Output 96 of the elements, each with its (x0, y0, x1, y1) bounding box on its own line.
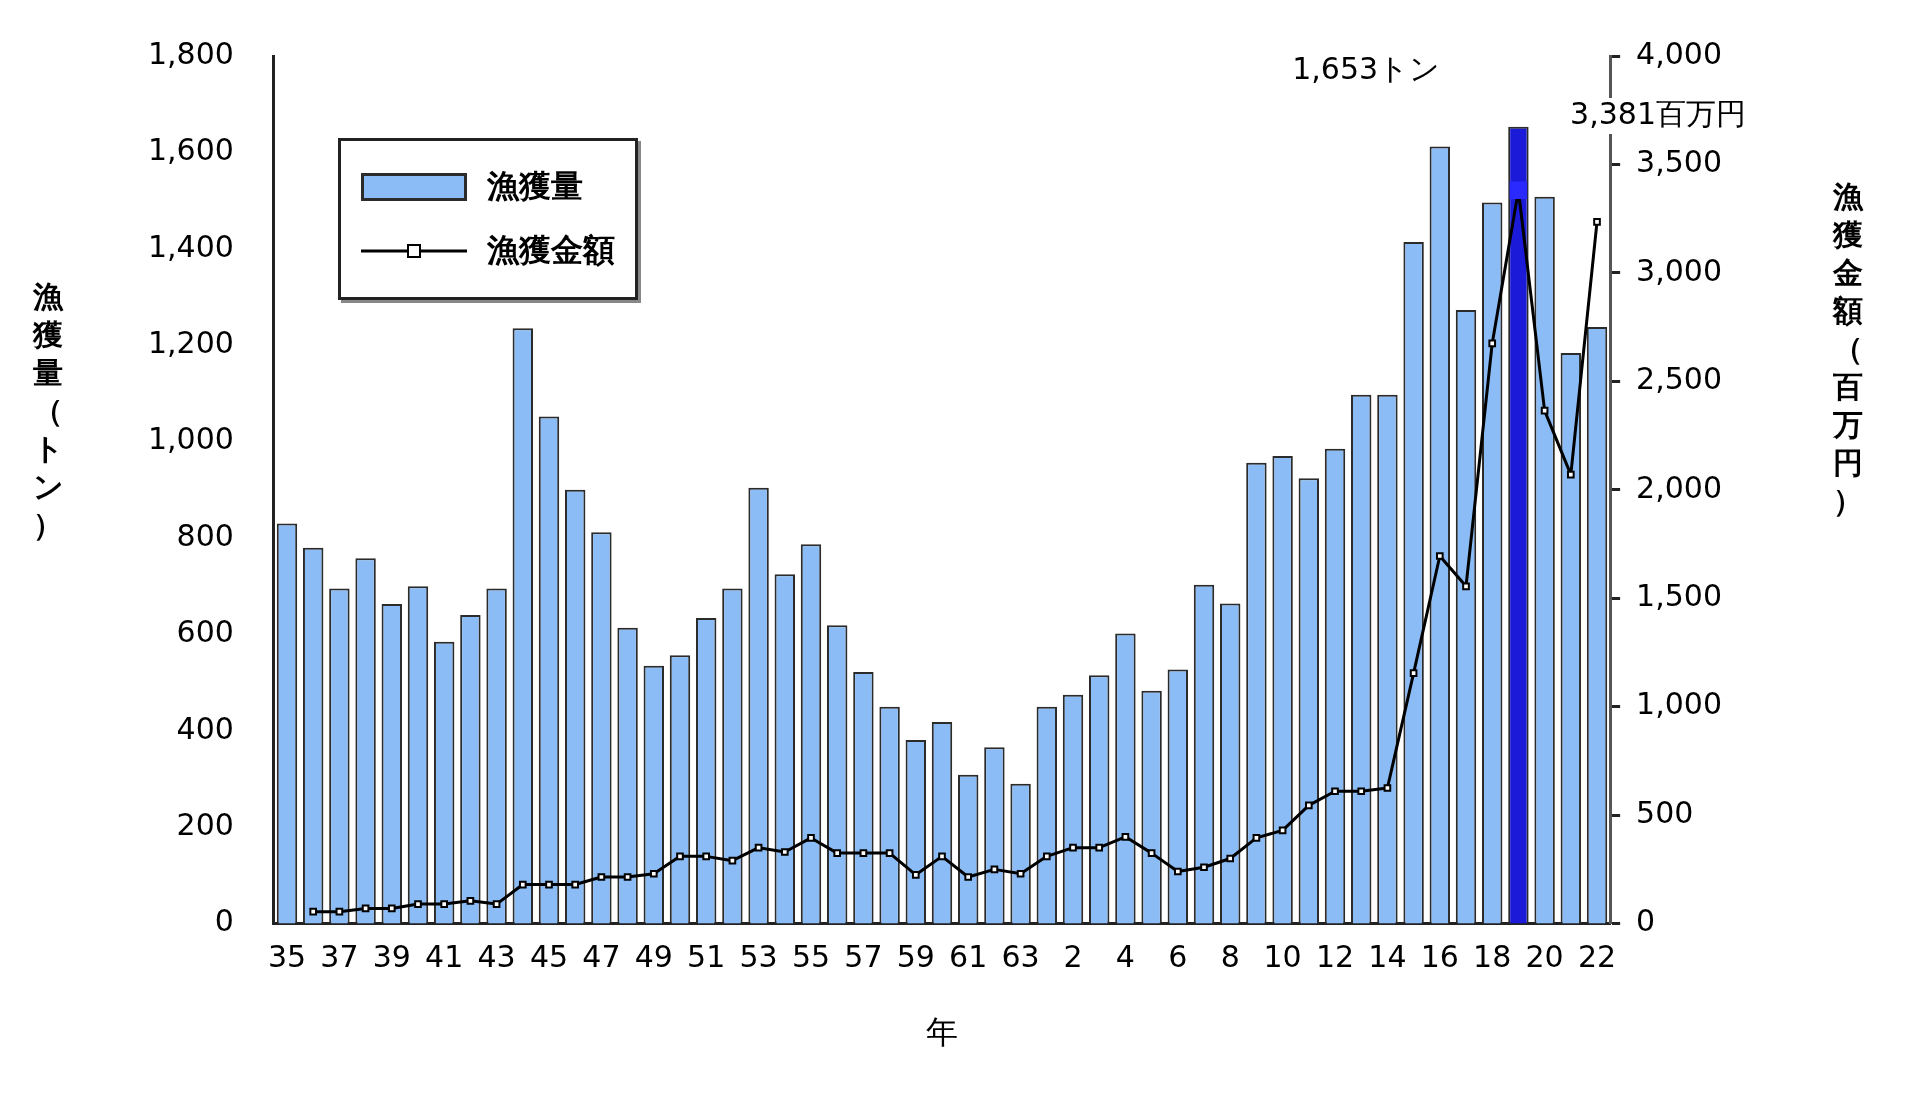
point (1304, 801, 1313, 810)
y2-tick-label: 500 (1636, 794, 1694, 830)
point (1409, 669, 1418, 677)
point (1226, 854, 1235, 863)
x-tick-label: 49 (634, 939, 673, 975)
point (309, 907, 318, 916)
point (518, 880, 527, 889)
x-tick-label: 51 (687, 939, 726, 975)
point (1173, 867, 1182, 876)
y2-tick-label: 4,000 (1636, 35, 1723, 71)
y-tick-label: 400 (176, 710, 234, 746)
point (440, 900, 449, 908)
y-tick-label: 1,800 (147, 35, 234, 71)
y2-tick-label: 3,500 (1636, 144, 1723, 180)
point (466, 897, 475, 905)
x-tick-label: 57 (844, 939, 883, 975)
x-tick-label: 61 (949, 939, 988, 975)
x-tick-label: 6 (1168, 939, 1188, 975)
point (859, 849, 868, 857)
point (387, 904, 396, 913)
x-tick-label: 43 (477, 939, 516, 975)
point (571, 880, 580, 889)
x-tick-label: 2 (1063, 939, 1083, 975)
point (1200, 863, 1208, 872)
y-axis-title: 漁獲量（トン） (31, 278, 65, 544)
point (1042, 852, 1051, 861)
x-tick-label: 20 (1525, 939, 1564, 975)
point (492, 900, 501, 908)
point (1121, 833, 1130, 841)
point (885, 849, 894, 857)
y2-tick-label: 2,500 (1636, 361, 1723, 397)
point (807, 834, 815, 842)
point (1252, 834, 1261, 842)
point (1462, 582, 1470, 591)
x-tick-label: 39 (372, 939, 411, 975)
y-tick-label: 200 (176, 807, 234, 842)
annotation: 1,653トン (1292, 50, 1441, 86)
y-tick-label: 800 (176, 517, 234, 553)
x-tick-label: 10 (1263, 939, 1302, 975)
point (833, 849, 842, 857)
x-tick-label: 8 (1220, 939, 1240, 975)
x-tick-label: 41 (425, 939, 464, 975)
point (964, 873, 973, 881)
point (1331, 787, 1339, 796)
y-tick-label: 1,600 (147, 132, 234, 168)
x-tick-label: 45 (529, 939, 569, 975)
y2-tick-label: 0 (1636, 903, 1656, 939)
point (1095, 843, 1104, 852)
point (1357, 787, 1366, 796)
point (1069, 843, 1077, 852)
point (754, 843, 763, 852)
x-tick-label: 14 (1368, 939, 1407, 975)
point (1016, 869, 1025, 878)
point (597, 873, 606, 881)
x-tick-label: 47 (582, 939, 621, 975)
x-tick-label: 4 (1115, 939, 1135, 975)
x-tick-label: 22 (1577, 939, 1617, 975)
point (676, 852, 684, 861)
x-axis-title: 年 (926, 1013, 958, 1052)
x-tick-label: 53 (739, 939, 778, 975)
legend-label: 漁獲量 (487, 166, 583, 207)
point (623, 873, 632, 881)
y2-tick-label: 1,000 (1636, 686, 1723, 722)
x-tick-label: 18 (1473, 939, 1512, 975)
x-tick-label: 12 (1315, 939, 1355, 975)
point (1147, 849, 1156, 857)
point (545, 880, 553, 889)
y2-tick-label: 1,500 (1636, 578, 1723, 614)
point (1593, 218, 1601, 226)
x-tick-label: 59 (896, 939, 935, 975)
point (911, 870, 920, 879)
point (702, 852, 711, 861)
x-tick-label: 55 (791, 939, 831, 975)
y2-tick-label: 3,000 (1636, 252, 1723, 288)
x-tick-label: 16 (1420, 939, 1459, 975)
y2-tick-label: 2,000 (1636, 469, 1723, 505)
legend-label: 漁獲金額 (487, 230, 615, 271)
y-tick-label: 1,400 (147, 228, 234, 264)
y-tick-label: 600 (176, 614, 234, 650)
y-tick-label: 0 (214, 903, 234, 939)
x-tick-label: 63 (1001, 939, 1040, 975)
y-tick-label: 1,000 (147, 421, 234, 457)
point (1488, 339, 1497, 348)
point (649, 869, 658, 878)
point (1566, 470, 1575, 479)
point (938, 852, 946, 861)
point (780, 848, 789, 856)
point (728, 856, 737, 865)
point (1383, 784, 1392, 792)
point (1435, 552, 1444, 560)
x-tick-label: 35 (267, 939, 307, 975)
point (414, 900, 422, 908)
x-tick-label: 37 (320, 939, 359, 975)
y-tick-label: 1,200 (147, 325, 234, 360)
text: 漁獲金額（百万円） (1833, 179, 1863, 518)
annotation: 3,381百万円 (1570, 95, 1747, 131)
